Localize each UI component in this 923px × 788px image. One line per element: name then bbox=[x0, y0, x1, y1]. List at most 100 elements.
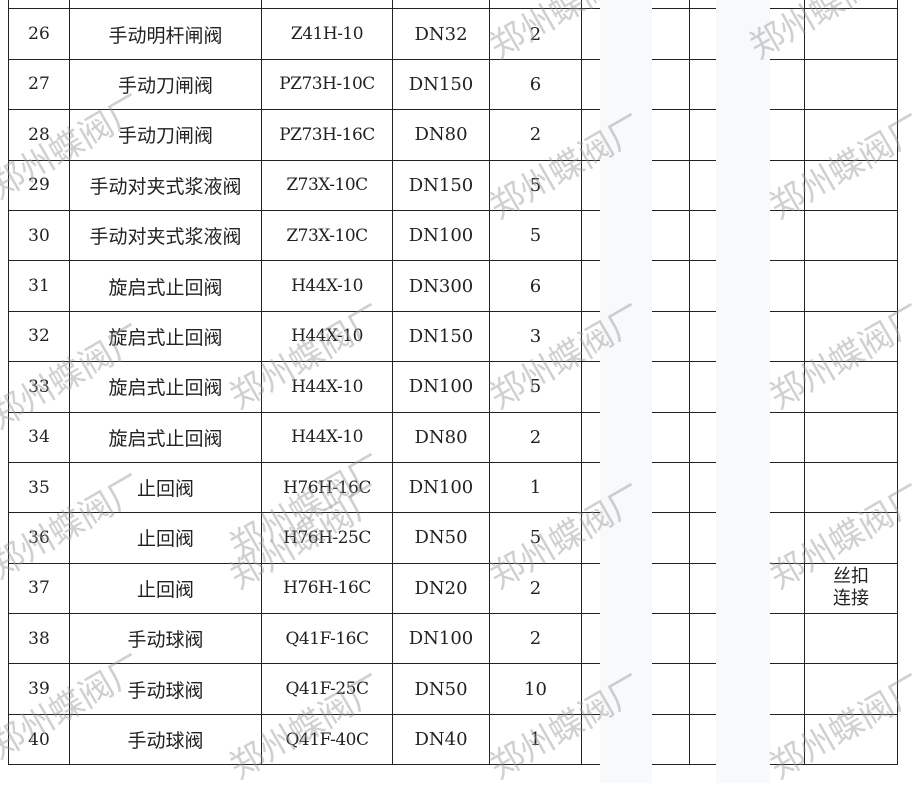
item-model: Q41F-40C bbox=[261, 713, 393, 766]
item-number: 33 bbox=[8, 361, 70, 413]
item-model: H44X-10 bbox=[261, 361, 393, 413]
item-size: DN20 bbox=[392, 562, 490, 615]
table-row: 33 旋启式止回阀 H44X-10 DN100 5 bbox=[8, 361, 898, 413]
item-quantity: 5 bbox=[489, 209, 582, 262]
item-remark bbox=[804, 713, 898, 766]
item-size: DN150 bbox=[392, 159, 490, 211]
item-name: 旋启式止回阀 bbox=[69, 361, 262, 413]
item-quantity: 1 bbox=[489, 461, 582, 514]
item-model bbox=[261, 0, 393, 10]
item-remark bbox=[804, 411, 898, 463]
item-number bbox=[8, 0, 70, 10]
item-quantity: 3 bbox=[489, 310, 582, 363]
redaction-stripe bbox=[600, 0, 652, 783]
item-number: 35 bbox=[8, 461, 70, 514]
item-number: 31 bbox=[8, 260, 70, 312]
item-model: Q41F-25C bbox=[261, 663, 393, 715]
item-quantity: 5 bbox=[489, 159, 582, 211]
item-remark bbox=[804, 109, 898, 161]
item-size: DN150 bbox=[392, 58, 490, 111]
item-size: DN100 bbox=[392, 361, 490, 413]
item-name: 旋启式止回阀 bbox=[69, 260, 262, 312]
item-name: 旋启式止回阀 bbox=[69, 411, 262, 463]
item-number: 27 bbox=[8, 58, 70, 111]
item-remark bbox=[804, 209, 898, 262]
item-model: Z41H-10 bbox=[261, 8, 393, 60]
item-name: 手动刀闸阀 bbox=[69, 58, 262, 111]
item-number: 32 bbox=[8, 310, 70, 363]
item-remark: 丝扣 连接 bbox=[804, 562, 898, 615]
item-model: PZ73H-10C bbox=[261, 58, 393, 111]
item-number: 36 bbox=[8, 512, 70, 564]
item-name: 手动对夹式浆液阀 bbox=[69, 209, 262, 262]
item-remark bbox=[804, 159, 898, 211]
item-model: H76H-25C bbox=[261, 512, 393, 564]
item-quantity: 6 bbox=[489, 58, 582, 111]
item-quantity: 5 bbox=[489, 361, 582, 413]
item-size: DN50 bbox=[392, 663, 490, 715]
item-size: DN300 bbox=[392, 260, 490, 312]
item-size: DN32 bbox=[392, 8, 490, 60]
item-number: 28 bbox=[8, 109, 70, 161]
item-quantity: 2 bbox=[489, 109, 582, 161]
item-model: Z73X-10C bbox=[261, 209, 393, 262]
item-size: DN150 bbox=[392, 310, 490, 363]
item-remark bbox=[804, 461, 898, 514]
item-quantity: 10 bbox=[489, 663, 582, 715]
item-model: H44X-10 bbox=[261, 310, 393, 363]
item-model: H76H-16C bbox=[261, 461, 393, 514]
item-size bbox=[392, 0, 490, 10]
item-quantity bbox=[489, 0, 582, 10]
item-size: DN40 bbox=[392, 713, 490, 766]
item-size: DN100 bbox=[392, 209, 490, 262]
item-remark bbox=[804, 0, 898, 10]
table-row: 28 手动刀闸阀 PZ73H-16C DN80 2 bbox=[8, 109, 898, 161]
item-quantity: 2 bbox=[489, 8, 582, 60]
item-number: 29 bbox=[8, 159, 70, 211]
item-remark bbox=[804, 260, 898, 312]
item-name: 手动明杆闸阀 bbox=[69, 8, 262, 60]
item-model: H44X-10 bbox=[261, 411, 393, 463]
item-remark bbox=[804, 58, 898, 111]
table-row: 36 止回阀 H76H-25C DN50 5 bbox=[8, 512, 898, 564]
item-number: 40 bbox=[8, 713, 70, 766]
item-quantity: 5 bbox=[489, 512, 582, 564]
item-quantity: 2 bbox=[489, 562, 582, 615]
item-name: 止回阀 bbox=[69, 512, 262, 564]
item-name: 止回阀 bbox=[69, 461, 262, 514]
item-name: 手动球阀 bbox=[69, 713, 262, 766]
item-number: 37 bbox=[8, 562, 70, 615]
item-size: DN100 bbox=[392, 461, 490, 514]
item-size: DN80 bbox=[392, 109, 490, 161]
item-name bbox=[69, 0, 262, 10]
item-model: Z73X-10C bbox=[261, 159, 393, 211]
item-model: H76H-16C bbox=[261, 562, 393, 615]
item-number: 34 bbox=[8, 411, 70, 463]
item-name: 止回阀 bbox=[69, 562, 262, 615]
redaction-stripe bbox=[716, 0, 770, 783]
item-model: Q41F-16C bbox=[261, 613, 393, 665]
item-quantity: 6 bbox=[489, 260, 582, 312]
item-number: 39 bbox=[8, 663, 70, 715]
item-name: 手动刀闸阀 bbox=[69, 109, 262, 161]
item-model: PZ73H-16C bbox=[261, 109, 393, 161]
item-remark bbox=[804, 310, 898, 363]
item-name: 旋启式止回阀 bbox=[69, 310, 262, 363]
item-size: DN100 bbox=[392, 613, 490, 665]
item-remark bbox=[804, 512, 898, 564]
table-row: 38 手动球阀 Q41F-16C DN100 2 bbox=[8, 613, 898, 665]
item-remark bbox=[804, 663, 898, 715]
item-quantity: 2 bbox=[489, 613, 582, 665]
item-number: 30 bbox=[8, 209, 70, 262]
item-size: DN80 bbox=[392, 411, 490, 463]
item-quantity: 2 bbox=[489, 411, 582, 463]
item-name: 手动球阀 bbox=[69, 613, 262, 665]
item-name: 手动对夹式浆液阀 bbox=[69, 159, 262, 211]
item-remark bbox=[804, 8, 898, 60]
item-size: DN50 bbox=[392, 512, 490, 564]
item-remark bbox=[804, 361, 898, 413]
item-remark bbox=[804, 613, 898, 665]
item-name: 手动球阀 bbox=[69, 663, 262, 715]
item-quantity: 1 bbox=[489, 713, 582, 766]
item-number: 38 bbox=[8, 613, 70, 665]
